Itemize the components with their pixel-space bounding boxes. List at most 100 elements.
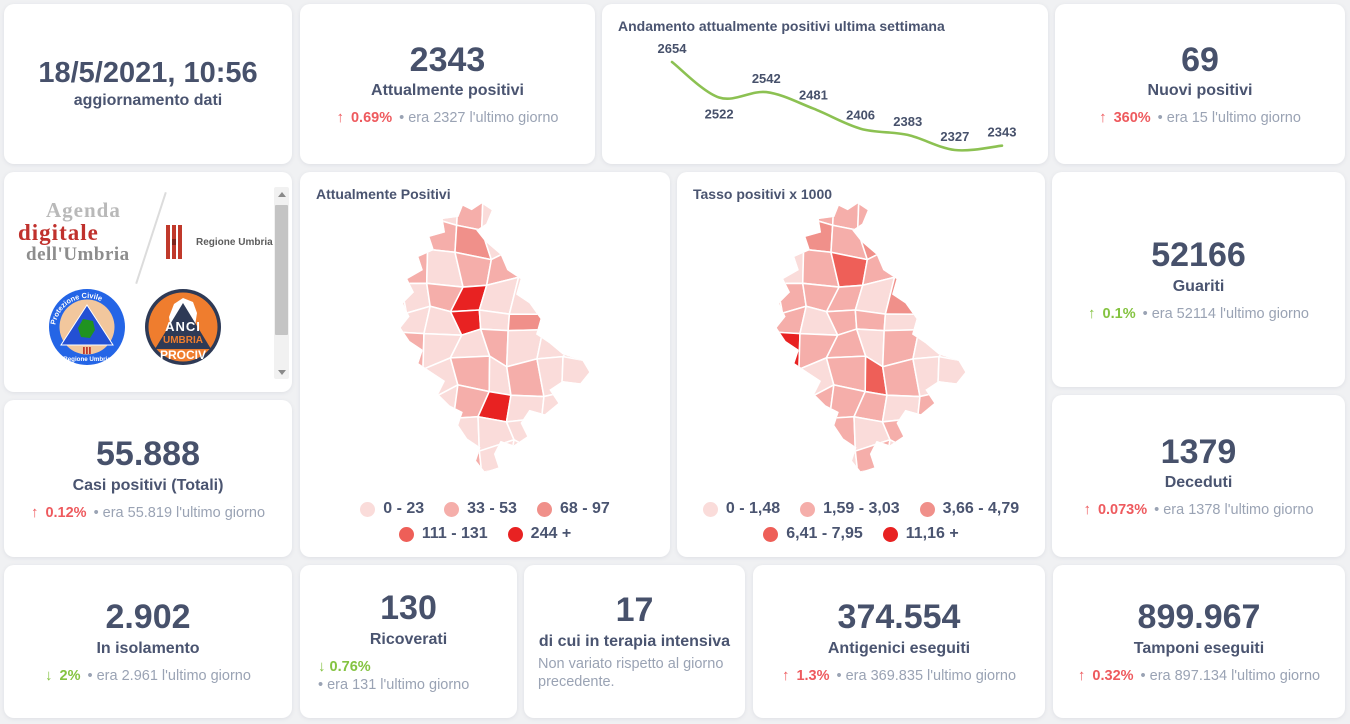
update-timestamp: 18/5/2021, 10:56 [38,56,258,89]
legend-label: 1,59 - 3,03 [823,500,900,517]
trend-percent: 0.32% [1092,667,1134,684]
trend-note: • era 1378 l'ultimo giorno [1154,502,1314,519]
stat-label: In isolamento [96,639,200,657]
legend-label: 11,16 + [905,525,959,542]
legend-swatch-icon [536,501,552,517]
trend-percent: 1.3% [796,667,830,684]
stat-value: 17 [615,591,654,630]
legend-swatch-icon [800,501,816,517]
card-logos: Agenda digitale dell'Umbria Regione Umbr… [4,172,292,392]
trend-down-icon: ↓ [318,657,326,675]
agenda-logo-line1: Agenda [46,198,121,222]
trend-up-icon: ↑ [1088,304,1096,322]
trend-percent: 2% [59,667,81,684]
trend-percent: 0.12% [45,504,87,521]
logo-row: Protezione Civile Regione Umbria ANCI UM… [48,288,222,366]
card-nuovi-positivi: 69 Nuovi positivi ↑ 360% • era 15 l'ulti… [1055,4,1345,164]
regione-umbria-label: Regione Umbria [196,236,273,248]
trend-line-chart[interactable]: 2654 2522 2542 2481 2406 2383 2327 2343 [602,4,1048,164]
trend-row: ↑ 1.3% • era 369.835 l'ultimo giorno [782,667,1016,684]
stat-label: Casi positivi (Totali) [72,476,224,494]
scroll-up-button[interactable] [274,187,289,201]
data-point-label: 2654 [658,41,688,56]
legend-item: 0 - 23 [360,500,424,518]
stat-label: Antigenici eseguiti [827,639,971,657]
trend-percent: 0.073% [1097,502,1148,519]
triangle-down-icon [277,369,286,375]
map-legend: 0 - 1,48 1,59 - 3,03 3,66 - 4,79 6,41 - … [677,493,1045,543]
legend-label: 0 - 1,48 [725,500,781,517]
trend-note: • era 369.835 l'ultimo giorno [836,667,1017,684]
trend-row: ↑ 0.073% • era 1378 l'ultimo giorno [1083,501,1313,518]
legend-item: 0 - 1,48 [702,500,781,518]
regione-umbria-logo: Regione Umbria [164,224,273,260]
legend-item: 33 - 53 [444,500,517,518]
legend-label: 68 - 97 [559,500,610,517]
trend-note: • era 52114 l'ultimo giorno [1142,305,1309,322]
trend-row: ↓ 2% • era 2.961 l'ultimo giorno [45,667,251,684]
anci-text: ANCI [165,319,201,334]
trend-up-icon: ↑ [30,503,39,521]
agenda-logo-line2: digitale [18,220,99,246]
legend-swatch-icon [882,526,898,542]
legend-item: 244 + [507,525,572,543]
stat-value: 1379 [1160,432,1237,471]
scroll-down-button[interactable] [274,365,289,379]
legend-swatch-icon [398,526,414,542]
card-guariti: 52166 Guariti ↑ 0.1% • era 52114 l'ultim… [1052,172,1345,387]
legend-label: 0 - 23 [383,500,425,517]
protezione-civile-logo: Protezione Civile Regione Umbria [48,289,125,365]
trend-note: • era 15 l'ultimo giorno [1157,110,1301,127]
trend-note: • era 2.961 l'ultimo giorno [87,667,251,684]
choropleth-map-attualmente[interactable] [300,203,670,472]
stat-value: 130 [380,589,437,628]
stat-value: 2.902 [105,598,191,637]
legend-item: 11,16 + [882,525,959,543]
legend-label: 244 + [530,525,572,542]
trend-note: • era 131 l'ultimo giorno [318,676,470,693]
chart-title: Andamento attualmente positivi ultima se… [618,18,945,34]
agenda-digitale-logo: Agenda digitale dell'Umbria [18,198,130,265]
legend-swatch-icon [444,501,460,517]
agenda-logo-line3: dell'Umbria [26,243,130,265]
card-updated: 18/5/2021, 10:56 aggiornamento dati [4,4,292,164]
data-point-label: 2383 [893,114,922,129]
trend-percent: 0.69% [350,110,393,127]
stat-value: 899.967 [1137,598,1261,637]
stat-value: 374.554 [837,598,961,637]
stat-value: 2343 [409,40,486,79]
data-point-label: 2481 [799,88,828,103]
anci-prociv-logo: ANCI UMBRIA PROCIV [145,289,221,365]
trend-row: ↓ 0.76% • era 131 l'ultimo giorno [300,658,517,693]
scrollbar-thumb[interactable] [275,205,288,335]
stat-label: Ricoverati [369,630,448,648]
card-tamponi: 899.967 Tamponi eseguiti ↑ 0.32% • era 8… [1053,565,1345,718]
regione-umbria-bars-icon [166,225,182,259]
legend-label: 111 - 131 [421,525,488,542]
stat-value: 69 [1181,40,1219,79]
legend-swatch-icon [507,526,523,542]
legend-swatch-icon [919,501,935,517]
trend-note: • era 897.134 l'ultimo giorno [1140,667,1321,684]
stat-label: di cui in terapia intensiva [538,632,731,650]
legend-item: 6,41 - 7,95 [763,525,863,543]
legend-label: 33 - 53 [467,500,517,517]
vertical-scrollbar[interactable] [274,187,289,379]
data-point-label: 2542 [752,71,781,86]
card-ricoverati: 130 Ricoverati ↓ 0.76% • era 131 l'ultim… [300,565,517,718]
stat-value: 55.888 [96,435,200,474]
data-point-label: 2327 [940,129,969,144]
trend-row: ↑ 0.12% • era 55.819 l'ultimo giorno [31,504,265,521]
legend-item: 111 - 131 [398,525,488,543]
trend-up-icon: ↑ [1083,501,1091,519]
legend-item: 68 - 97 [536,500,610,518]
choropleth-map-tasso[interactable] [677,203,1045,472]
data-point-label: 2406 [846,108,875,123]
trend-row: ↑ 0.69% • era 2327 l'ultimo giorno [336,109,558,126]
legend-item: 3,66 - 4,79 [919,500,1019,518]
legend-label: 6,41 - 7,95 [786,525,863,542]
stat-label: Tamponi eseguiti [1133,639,1265,657]
trend-percent: 0.76% [329,658,371,675]
map-legend: 0 - 23 33 - 53 68 - 97 111 - 131 244 + [300,493,670,543]
card-isolamento: 2.902 In isolamento ↓ 2% • era 2.961 l'u… [4,565,292,718]
